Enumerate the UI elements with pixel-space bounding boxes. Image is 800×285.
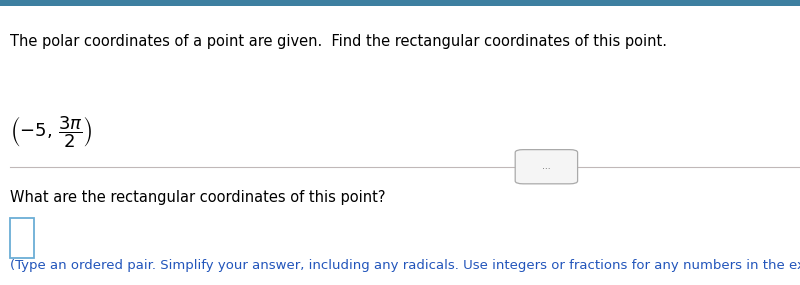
Text: $\left( -5,\,\dfrac{3\pi}{2} \right)$: $\left( -5,\,\dfrac{3\pi}{2} \right)$ xyxy=(10,114,93,150)
Text: ...: ... xyxy=(542,162,550,171)
Text: What are the rectangular coordinates of this point?: What are the rectangular coordinates of … xyxy=(10,190,386,205)
FancyBboxPatch shape xyxy=(515,150,578,184)
Text: The polar coordinates of a point are given.  Find the rectangular coordinates of: The polar coordinates of a point are giv… xyxy=(10,34,667,49)
Bar xyxy=(0,0,800,6)
Bar xyxy=(10,218,34,258)
Text: (Type an ordered pair. Simplify your answer, including any radicals. Use integer: (Type an ordered pair. Simplify your ans… xyxy=(10,259,800,272)
